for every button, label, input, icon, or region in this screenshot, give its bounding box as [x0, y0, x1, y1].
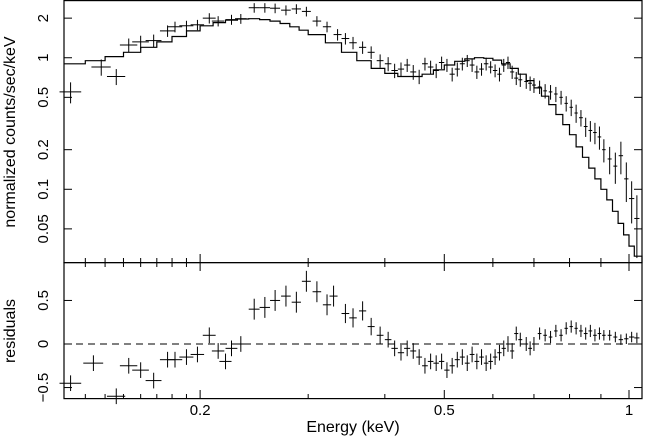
- top-panel-axis: 0.05 0.1 0.2 0.5 1 2: [35, 14, 642, 243]
- top-y-tick-label: 2: [35, 14, 52, 22]
- top-y-tick-label: 0.2: [35, 139, 52, 160]
- residual-data-points: [59, 270, 640, 405]
- x-axis: 0.2 0.5 1: [84, 254, 633, 419]
- x-tick-label: 0.5: [434, 402, 455, 419]
- top-y-tick-label: 0.5: [35, 87, 52, 108]
- bottom-panel-frame: [63, 262, 643, 400]
- top-y-tick-label: 0.05: [35, 214, 52, 243]
- x-axis-label: Energy (keV): [306, 419, 399, 436]
- model-step-curve: [64, 18, 643, 262]
- spectrum-data-points: [59, 3, 640, 259]
- bottom-y-tick-label: −0.5: [35, 373, 52, 403]
- top-y-axis-label: normalized counts/sec/keV: [2, 36, 19, 228]
- top-y-tick-label: 1: [35, 54, 52, 62]
- bottom-y-axis-label: residuals: [2, 299, 19, 363]
- bottom-panel-axis: −0.5 0 0.5: [35, 290, 642, 402]
- x-tick-label: 1: [625, 402, 633, 419]
- x-tick-label: 0.2: [190, 402, 211, 419]
- bottom-y-tick-label: 0.5: [35, 290, 52, 311]
- bottom-y-tick-label: 0: [35, 340, 52, 348]
- top-y-tick-label: 0.1: [35, 179, 52, 200]
